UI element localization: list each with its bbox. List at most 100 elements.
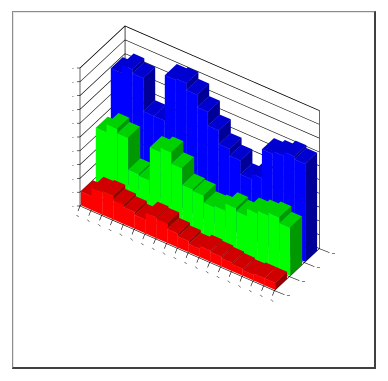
bar-top bbox=[132, 62, 156, 79]
x-tick-label: ~ bbox=[149, 246, 156, 253]
bar-side bbox=[210, 239, 223, 252]
bar-front bbox=[134, 215, 146, 234]
x-tick-label: ~ bbox=[182, 260, 189, 267]
bar-top bbox=[91, 176, 115, 193]
z-tick-label: ~ bbox=[301, 280, 305, 286]
bar-front bbox=[253, 273, 265, 286]
bar-side bbox=[242, 257, 255, 271]
bar-top bbox=[164, 64, 188, 80]
bar-side bbox=[229, 137, 242, 156]
bar-front bbox=[210, 252, 222, 267]
bar-top bbox=[218, 133, 242, 149]
x-tick-mark bbox=[153, 238, 156, 245]
y-tick-label: - bbox=[72, 107, 74, 113]
x-tick-label: ~ bbox=[106, 227, 113, 234]
x-tick-mark bbox=[77, 205, 81, 212]
z-tick-label: ~ bbox=[331, 252, 335, 258]
x-tick-mark bbox=[207, 262, 210, 268]
bar-side bbox=[236, 197, 249, 211]
bar-top bbox=[221, 246, 244, 263]
x-tick-mark bbox=[120, 224, 124, 230]
x-tick-label: ~ bbox=[85, 217, 92, 224]
back-wall-gridline bbox=[124, 67, 320, 153]
bar-front bbox=[225, 203, 237, 253]
x-tick-label: ~ bbox=[203, 269, 210, 276]
x-tick-label: ~ bbox=[247, 288, 254, 295]
bar-side bbox=[192, 178, 205, 191]
bar-front bbox=[91, 187, 103, 215]
bar-front bbox=[149, 147, 161, 220]
bar-side bbox=[128, 126, 141, 170]
back-wall-gridline bbox=[124, 53, 320, 139]
bar-top bbox=[283, 140, 307, 157]
x-tick-mark bbox=[164, 243, 167, 249]
chart-ticks: -----------~~~~~~~~~~~~~~~~~~~~~~~ bbox=[72, 66, 336, 305]
series-1 bbox=[80, 176, 288, 290]
x-tick-mark bbox=[110, 219, 113, 226]
bar-side bbox=[240, 149, 253, 175]
bar-top bbox=[247, 197, 270, 214]
bar-side bbox=[188, 230, 201, 244]
y-tick-label: - bbox=[72, 94, 74, 100]
x-tick-label: ~ bbox=[95, 222, 102, 229]
bar-front bbox=[167, 229, 178, 248]
bar-top bbox=[229, 144, 253, 161]
bar-side bbox=[156, 206, 169, 219]
bar-side bbox=[138, 163, 151, 176]
bar-side bbox=[305, 152, 318, 262]
bar-top bbox=[143, 100, 166, 117]
bar-side bbox=[279, 206, 292, 223]
x-tick-mark bbox=[272, 290, 275, 296]
bar-front bbox=[232, 264, 243, 276]
bar-side bbox=[167, 212, 180, 230]
bar-top bbox=[253, 262, 277, 279]
bar-front bbox=[242, 270, 254, 281]
back-wall-gridline bbox=[124, 25, 320, 111]
bar-front bbox=[188, 244, 200, 257]
bar-top bbox=[128, 158, 151, 175]
bar-top bbox=[197, 96, 220, 112]
bar-front bbox=[214, 205, 226, 248]
bar-side bbox=[132, 58, 145, 74]
bar-top bbox=[182, 173, 205, 190]
bar-top bbox=[199, 234, 223, 251]
bar-side bbox=[232, 251, 244, 265]
x-tick-mark bbox=[142, 234, 146, 240]
bar-side bbox=[197, 83, 210, 108]
bar-top bbox=[167, 217, 190, 234]
bar-front bbox=[199, 246, 211, 262]
y-tick-label: - bbox=[72, 135, 74, 141]
bar-side bbox=[182, 157, 195, 185]
x-tick-label: ~ bbox=[268, 297, 275, 304]
bar-top bbox=[171, 152, 195, 169]
x-tick-label: ~ bbox=[171, 255, 178, 262]
bar-side bbox=[186, 72, 199, 91]
bar-side bbox=[171, 141, 184, 164]
bar-side bbox=[203, 184, 216, 203]
bar-side bbox=[275, 271, 288, 290]
back-wall-gridline bbox=[124, 39, 320, 125]
x-tick-mark bbox=[131, 229, 135, 235]
bar-front bbox=[268, 212, 280, 272]
bar-top bbox=[279, 211, 303, 228]
y-tick-label: - bbox=[72, 149, 74, 155]
bar-front bbox=[145, 212, 157, 239]
bar-top bbox=[232, 253, 255, 269]
bar-top bbox=[102, 180, 126, 196]
x-tick-label: ~ bbox=[225, 279, 232, 286]
x-tick-mark bbox=[218, 266, 221, 273]
x-tick-mark bbox=[228, 271, 232, 277]
x-tick-label: ~ bbox=[193, 264, 200, 271]
bar-front bbox=[156, 218, 168, 243]
bar-front bbox=[257, 210, 269, 267]
chart-ribbons bbox=[80, 53, 318, 290]
x-tick-label: ~ bbox=[128, 236, 135, 243]
z-tick-label: ~ bbox=[286, 294, 290, 300]
x-tick-mark bbox=[88, 210, 92, 216]
z-tick-label: ~ bbox=[316, 266, 320, 272]
bar-front bbox=[247, 208, 258, 262]
bar-front bbox=[124, 207, 135, 229]
bar-top bbox=[160, 136, 184, 153]
bar-top bbox=[240, 163, 264, 180]
bar-top bbox=[121, 53, 145, 70]
